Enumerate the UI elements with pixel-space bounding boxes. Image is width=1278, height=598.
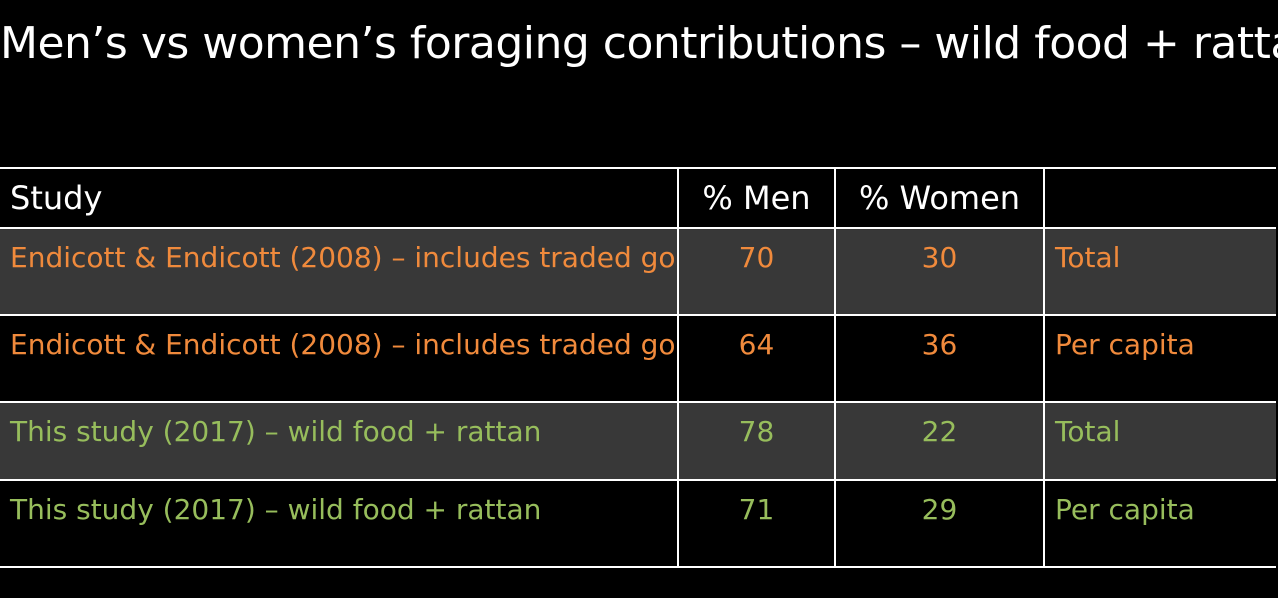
- slide-title: Men’s vs women’s foraging contributions …: [0, 18, 1278, 69]
- women-cell: 36: [834, 314, 1045, 403]
- table-row: Endicott & Endicott (2008) – includes tr…: [0, 314, 1276, 403]
- study-cell: This study (2017) – wild food + rattan: [0, 401, 679, 481]
- header-women: % Women: [834, 167, 1045, 229]
- study-cell: This study (2017) – wild food + rattan: [0, 479, 679, 568]
- header-note: [1043, 167, 1276, 229]
- study-cell: Endicott & Endicott (2008) – includes tr…: [0, 314, 679, 403]
- table-row: This study (2017) – wild food + rattan 7…: [0, 401, 1276, 481]
- note-cell: Total: [1043, 401, 1276, 481]
- men-cell: 70: [677, 227, 836, 316]
- table-row: Endicott & Endicott (2008) – includes tr…: [0, 227, 1276, 316]
- table-header-row: Study % Men % Women: [0, 167, 1276, 229]
- note-cell: Per capita: [1043, 314, 1276, 403]
- table-row: This study (2017) – wild food + rattan 7…: [0, 479, 1276, 568]
- women-cell: 29: [834, 479, 1045, 568]
- foraging-table: Study % Men % Women Endicott & Endicott …: [0, 167, 1276, 568]
- women-cell: 22: [834, 401, 1045, 481]
- men-cell: 64: [677, 314, 836, 403]
- note-cell: Total: [1043, 227, 1276, 316]
- header-study: Study: [0, 167, 679, 229]
- study-cell: Endicott & Endicott (2008) – includes tr…: [0, 227, 679, 316]
- note-cell: Per capita: [1043, 479, 1276, 568]
- men-cell: 71: [677, 479, 836, 568]
- women-cell: 30: [834, 227, 1045, 316]
- header-men: % Men: [677, 167, 836, 229]
- men-cell: 78: [677, 401, 836, 481]
